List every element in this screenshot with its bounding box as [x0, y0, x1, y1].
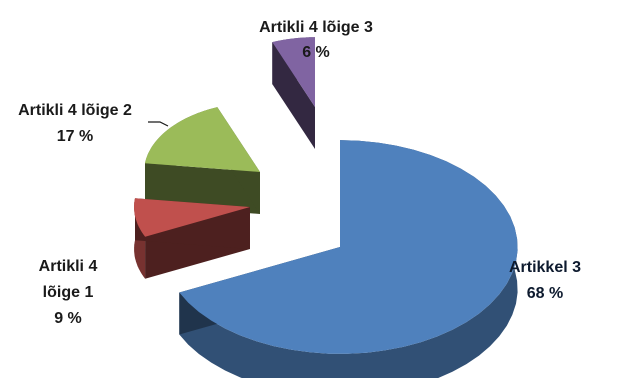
slice-label-name: Artikkel 3	[509, 259, 581, 276]
slice-label-name-line2: lõige 1	[43, 284, 94, 301]
slice-label-artikli-4-loige-3: Artikli 4 lõige 3 6 %	[259, 19, 373, 61]
slice-label-artikkel-3: Artikkel 3 68 %	[509, 259, 581, 302]
slice-label-artikli-4-loige-2: Artikli 4 lõige 2 17 %	[18, 102, 132, 145]
slice-label-name: Artikli 4 lõige 3	[259, 19, 373, 36]
slice-label-value: 68 %	[527, 285, 563, 302]
slice-top	[272, 37, 315, 107]
slices-layer	[134, 37, 518, 378]
pie-slice-artikli-4-loige-3	[272, 37, 315, 149]
slice-label-artikli-4-loige-1: Artikli 4 lõige 1 9 %	[39, 258, 98, 327]
pie-slice-artikli-4-loige-1	[134, 198, 250, 279]
slice-label-name: Artikli 4 lõige 2	[18, 102, 132, 119]
slice-wall	[272, 42, 315, 149]
pie-slice-artikkel-3	[179, 140, 518, 378]
leader-line-artikli-4-loige-2	[148, 121, 169, 127]
slice-top	[145, 107, 260, 172]
slice-label-value: 6 %	[302, 44, 330, 61]
slice-label-name-line1: Artikli 4	[39, 258, 98, 275]
slice-top	[179, 140, 518, 354]
slice-side	[179, 140, 518, 378]
slice-top	[134, 198, 250, 237]
slice-label-value: 9 %	[54, 310, 82, 327]
slice-label-value: 17 %	[57, 128, 93, 145]
